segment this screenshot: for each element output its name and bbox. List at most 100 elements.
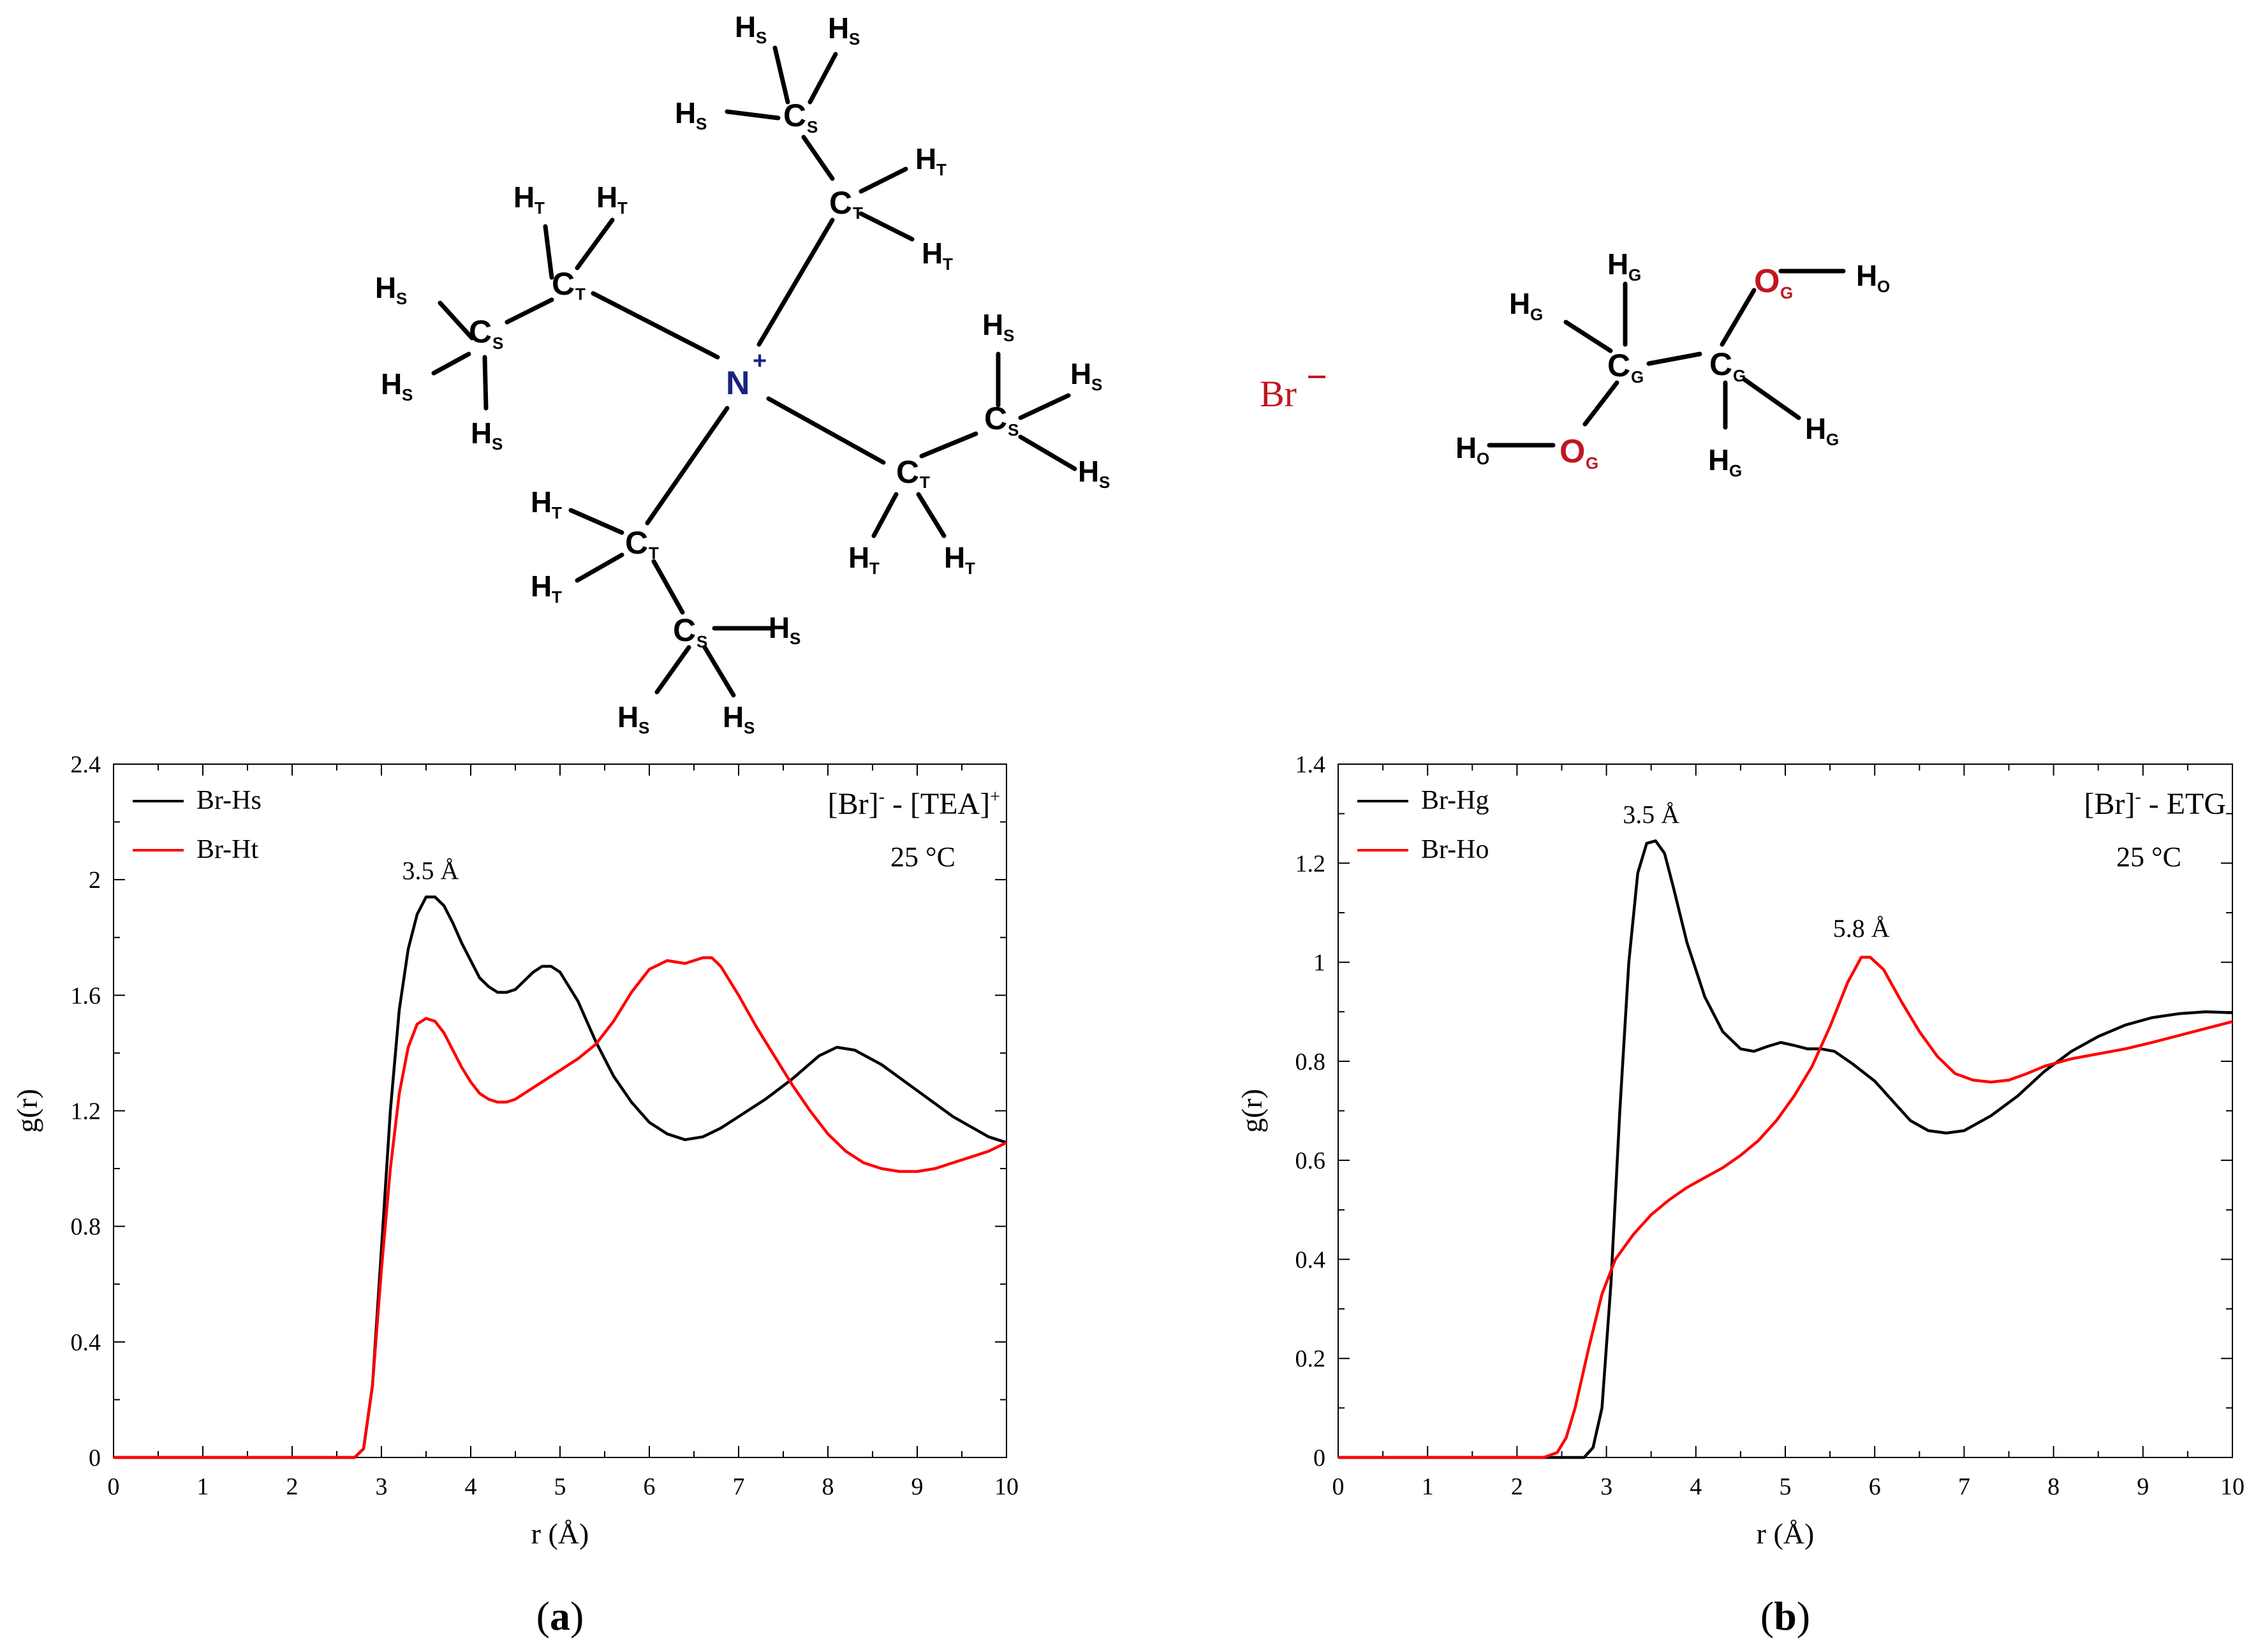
subscript-g: G bbox=[1780, 283, 1793, 302]
chart-a-series bbox=[114, 896, 1007, 1459]
x-tick-label: 8 bbox=[822, 1473, 834, 1500]
subscript-g: G bbox=[1729, 461, 1742, 480]
hydrogen-label: H bbox=[531, 570, 552, 603]
title-superscript: - bbox=[2135, 787, 2141, 807]
carbon-ct-label: C bbox=[896, 454, 919, 490]
subscript-t: T bbox=[617, 198, 628, 218]
hydrogen-label: H bbox=[915, 142, 936, 175]
plot-frame bbox=[1338, 763, 2233, 1458]
title-superscript: + bbox=[990, 787, 1000, 807]
y-tick-label: 0.4 bbox=[1295, 1246, 1326, 1273]
hydrogen-label: H bbox=[723, 700, 744, 734]
chart-panel-a: 0 1 2 3 4 5 6 7 8 9 10 0 0.4 0.8 1.2 1.6 2 2.4 g(r) r (Å)… bbox=[11, 751, 1019, 1639]
chart-b-legend: Br-Hg Br-Ho bbox=[1357, 786, 1489, 864]
nitrogen-charge: + bbox=[753, 348, 767, 374]
title-superscript: - bbox=[879, 787, 885, 807]
bromide-charge: − bbox=[1306, 356, 1327, 397]
subscript-o: O bbox=[1477, 449, 1489, 468]
hydrogen-label: H bbox=[375, 271, 396, 304]
chart-a-axes: 0 1 2 3 4 5 6 7 8 9 10 0 0.4 0.8 1.2 1.6 2 2.4 bbox=[71, 751, 1019, 1500]
subscript-s: S bbox=[1008, 420, 1019, 439]
subscript-s: S bbox=[492, 434, 503, 454]
x-tick-label: 2 bbox=[1511, 1473, 1523, 1500]
y-tick-label: 0 bbox=[1313, 1445, 1325, 1471]
title-part: [Br] bbox=[828, 787, 879, 821]
x-tick-label: 1 bbox=[197, 1473, 209, 1500]
ethylene-glycol-structure: C G C G O G O G H G H G H O H O H G H G bbox=[1456, 247, 1890, 480]
hydrogen-label: H bbox=[513, 181, 535, 214]
tea-atom-labels: N + C T C S H T H T H S H S H S C T C S … bbox=[375, 10, 1110, 737]
carbon-cs-label: C bbox=[984, 401, 1007, 436]
subscript-t: T bbox=[552, 503, 562, 522]
chart-a-title: [Br]- - [TEA]+ bbox=[828, 787, 1000, 821]
x-tick-label: 7 bbox=[1958, 1473, 1970, 1500]
subscript-s: S bbox=[1003, 326, 1014, 345]
x-tick-label: 0 bbox=[108, 1473, 120, 1500]
subscript-t: T bbox=[575, 284, 586, 304]
y-tick-label: 0.6 bbox=[1295, 1147, 1326, 1174]
carbon-ct-label: C bbox=[829, 185, 852, 221]
hydrogen-label: H bbox=[922, 237, 943, 270]
etg-atom-labels: C G C G O G O G H G H G H O H O H G H G bbox=[1456, 247, 1890, 480]
subscript-s: S bbox=[807, 117, 818, 136]
chart-b-panel-label: (b) bbox=[1760, 1593, 1810, 1639]
hydrogen-label: H bbox=[769, 611, 790, 644]
subscript-t: T bbox=[943, 254, 953, 274]
hydrogen-label: H bbox=[1509, 287, 1530, 320]
chart-b-series bbox=[1338, 839, 2233, 1459]
x-tick-label: 6 bbox=[1869, 1473, 1881, 1500]
y-tick-label: 2.4 bbox=[71, 751, 101, 778]
series-line-br-ht bbox=[114, 956, 1007, 1459]
hydrogen-label: H bbox=[1070, 357, 1091, 390]
hydrogen-label: H bbox=[531, 485, 552, 519]
x-tick-label: 4 bbox=[465, 1473, 477, 1500]
y-tick-label: 0 bbox=[89, 1445, 101, 1471]
paren: ) bbox=[1797, 1593, 1810, 1639]
carbon-ct-label: C bbox=[625, 525, 648, 561]
subscript-t: T bbox=[920, 473, 930, 492]
subscript-s: S bbox=[638, 718, 649, 737]
hydrogen-label: H bbox=[982, 308, 1003, 341]
hydrogen-label: H bbox=[1708, 443, 1729, 476]
subscript-s: S bbox=[696, 114, 707, 133]
tea-bonds bbox=[431, 45, 1077, 698]
subscript-s: S bbox=[756, 28, 767, 47]
subscript-g: G bbox=[1530, 305, 1543, 324]
series-line-br-ho bbox=[1338, 955, 2233, 1459]
subscript-s: S bbox=[697, 632, 707, 651]
legend-label-br-ho: Br-Ho bbox=[1421, 835, 1489, 864]
hydrogen-label: H bbox=[381, 367, 402, 401]
hydrogen-label: H bbox=[617, 700, 638, 734]
title-part: - [TEA] bbox=[885, 787, 990, 821]
oxygen-og-label: O bbox=[1754, 263, 1780, 300]
series-line-br-hg bbox=[1338, 839, 2233, 1459]
x-tick-label: 5 bbox=[1780, 1473, 1792, 1500]
carbon-cs-label: C bbox=[673, 612, 696, 648]
chart-b-temperature: 25 °C bbox=[2116, 841, 2181, 873]
carbon-ct-label: C bbox=[552, 266, 575, 302]
panel-letter: a bbox=[550, 1593, 570, 1639]
chart-a-x-axis-label: r (Å) bbox=[531, 1517, 589, 1550]
subscript-s: S bbox=[1099, 473, 1110, 492]
title-part: - ETG bbox=[2141, 787, 2226, 821]
hydrogen-label: H bbox=[1856, 259, 1877, 292]
chart-a-legend: Br-Hs Br-Ht bbox=[133, 786, 262, 864]
paren: ( bbox=[536, 1593, 550, 1639]
etg-bonds bbox=[1487, 269, 1846, 448]
series-line-br-hs bbox=[114, 896, 1007, 1459]
x-tick-label: 10 bbox=[2220, 1473, 2245, 1500]
y-tick-label: 0.4 bbox=[71, 1329, 101, 1356]
hydrogen-label: H bbox=[848, 541, 869, 574]
subscript-s: S bbox=[396, 289, 407, 308]
subscript-t: T bbox=[552, 587, 562, 607]
chart-b-x-axis-label: r (Å) bbox=[1757, 1517, 1815, 1550]
y-tick-label: 1 bbox=[1313, 950, 1325, 977]
x-tick-label: 7 bbox=[733, 1473, 745, 1500]
legend-label-br-ht: Br-Ht bbox=[196, 835, 258, 864]
chart-b-peak-annotation-1: 3.5 Å bbox=[1623, 800, 1679, 829]
y-tick-label: 0.2 bbox=[1295, 1346, 1326, 1373]
hydrogen-label: H bbox=[1456, 431, 1477, 464]
x-tick-label: 9 bbox=[2137, 1473, 2149, 1500]
subscript-t: T bbox=[936, 160, 947, 179]
